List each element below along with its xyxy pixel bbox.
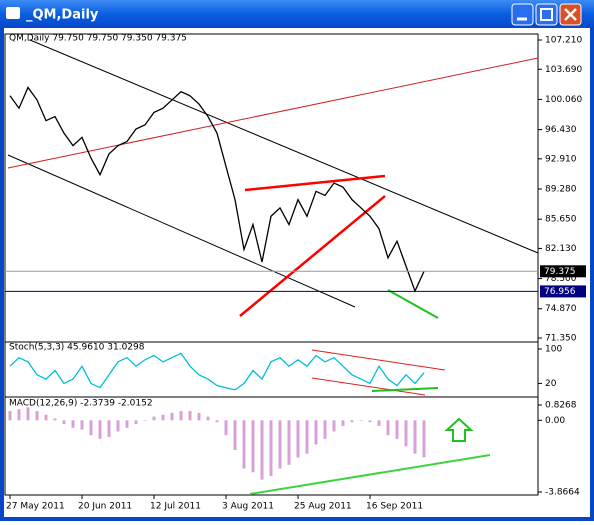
trend-channel bbox=[29, 39, 539, 254]
panel-title: QM,Daily 79.750 79.750 79.350 79.375 bbox=[9, 34, 187, 44]
trend-line bbox=[239, 195, 386, 317]
x-tick-label: 20 Jun 2011 bbox=[78, 502, 132, 512]
trend-line bbox=[244, 174, 386, 192]
y-tick-label: 78.500 bbox=[545, 274, 577, 284]
histogram-bar bbox=[206, 416, 210, 421]
histogram-bar bbox=[395, 420, 399, 439]
trend-channel bbox=[7, 154, 356, 308]
histogram-bar bbox=[107, 420, 111, 438]
price-tag-label: 79.375 bbox=[544, 267, 576, 277]
trend-line bbox=[7, 57, 539, 169]
macd-trend bbox=[249, 454, 491, 495]
histogram-bar bbox=[143, 420, 147, 421]
y-tick-label: 96.430 bbox=[545, 125, 577, 135]
y-tick-label: 0.8268 bbox=[545, 401, 577, 411]
stoch-channel bbox=[311, 349, 446, 371]
histogram-bar bbox=[26, 407, 30, 421]
y-tick-label: 85.650 bbox=[545, 215, 577, 225]
histogram-bar bbox=[260, 420, 264, 480]
x-tick-label: 3 Aug 2011 bbox=[222, 502, 274, 512]
y-tick-label: 103.690 bbox=[545, 65, 582, 75]
histogram-bar bbox=[53, 418, 57, 421]
histogram-bar bbox=[224, 420, 228, 436]
window-icon bbox=[6, 7, 20, 19]
histogram-bar bbox=[152, 416, 156, 421]
histogram-bar bbox=[314, 420, 318, 445]
histogram-bar bbox=[71, 420, 75, 428]
histogram-bar bbox=[197, 412, 201, 421]
close-icon bbox=[564, 8, 577, 21]
histogram-bar bbox=[98, 420, 102, 439]
y-tick-label: 82.130 bbox=[545, 244, 577, 254]
y-tick-label: 100 bbox=[545, 345, 562, 355]
x-tick-label: 27 May 2011 bbox=[6, 502, 65, 512]
price-tag bbox=[540, 285, 586, 298]
y-tick-label: 89.280 bbox=[545, 185, 577, 195]
y-tick-label: 74.870 bbox=[545, 304, 577, 314]
price-tag bbox=[540, 265, 586, 278]
minimize-button[interactable] bbox=[511, 3, 534, 26]
x-tick-label: 25 Aug 2011 bbox=[294, 502, 352, 512]
x-tick-label: 12 Jul 2011 bbox=[150, 502, 201, 512]
price-line bbox=[9, 86, 425, 293]
histogram-bar bbox=[359, 420, 363, 421]
histogram-bar bbox=[170, 412, 174, 421]
price-tag-label: 76.956 bbox=[544, 287, 576, 297]
histogram-bar bbox=[323, 420, 327, 439]
y-tick-label: 71.350 bbox=[545, 334, 577, 344]
histogram-bar bbox=[296, 420, 300, 458]
histogram-bar bbox=[179, 411, 183, 421]
histogram-bar bbox=[161, 414, 165, 421]
maximize-icon bbox=[540, 8, 553, 21]
histogram-bar bbox=[215, 420, 219, 423]
x-tick-label: 16 Sep 2011 bbox=[366, 502, 423, 512]
histogram-bar bbox=[188, 411, 192, 421]
histogram-bar bbox=[377, 420, 381, 426]
y-tick-label: 107.210 bbox=[545, 36, 582, 46]
histogram-bar bbox=[278, 420, 282, 469]
window-title: _QM,Daily bbox=[26, 8, 99, 23]
maximize-button[interactable] bbox=[535, 3, 558, 26]
histogram-bar bbox=[80, 420, 84, 430]
histogram-bar bbox=[386, 420, 390, 436]
histogram-bar bbox=[233, 420, 237, 450]
stoch-trend bbox=[371, 387, 439, 392]
histogram-bar bbox=[125, 420, 129, 428]
histogram-bar bbox=[287, 420, 291, 465]
histogram-bar bbox=[35, 411, 39, 421]
histogram-bar bbox=[62, 420, 66, 425]
stoch-channel bbox=[311, 377, 426, 396]
histogram-bar bbox=[269, 420, 273, 476]
plot-frame bbox=[4, 33, 539, 496]
histogram-bar bbox=[413, 420, 417, 454]
histogram-bar bbox=[305, 420, 309, 454]
histogram-bar bbox=[422, 420, 426, 458]
trend-line bbox=[387, 289, 439, 319]
histogram-bar bbox=[89, 420, 93, 436]
title-bar bbox=[0, 0, 594, 28]
y-tick-label: 92.910 bbox=[545, 154, 577, 164]
histogram-bar bbox=[242, 420, 246, 469]
histogram-bar bbox=[341, 420, 345, 426]
histogram-bar bbox=[350, 420, 354, 423]
histogram-bar bbox=[404, 420, 408, 447]
histogram-bar bbox=[332, 420, 336, 432]
up-arrow bbox=[444, 417, 474, 442]
histogram-bar bbox=[368, 420, 372, 423]
histogram-bar bbox=[8, 411, 12, 421]
histogram-bar bbox=[44, 414, 48, 421]
histogram-bar bbox=[134, 420, 138, 425]
y-tick-label: 100.060 bbox=[545, 95, 582, 105]
y-tick-label: -3.8664 bbox=[545, 488, 580, 498]
y-tick-label: 20 bbox=[545, 379, 557, 389]
price-line bbox=[9, 352, 425, 391]
panel-title: Stoch(5,3,3) 45.9610 31.0298 bbox=[9, 343, 145, 353]
histogram-bar bbox=[17, 409, 21, 421]
panel-title: MACD(12,26,9) -2.3739 -2.0152 bbox=[9, 399, 153, 409]
histogram-bar bbox=[116, 420, 120, 432]
y-tick-label: 0.00 bbox=[545, 416, 565, 426]
histogram-bar bbox=[251, 420, 255, 473]
